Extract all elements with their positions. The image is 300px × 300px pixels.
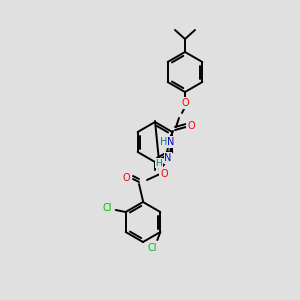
Text: Cl: Cl bbox=[103, 203, 112, 213]
Text: O: O bbox=[181, 98, 189, 108]
Text: N: N bbox=[167, 137, 175, 147]
Text: H: H bbox=[160, 137, 168, 147]
Text: O: O bbox=[160, 169, 168, 179]
Text: H: H bbox=[156, 158, 162, 167]
Text: O: O bbox=[187, 121, 195, 131]
Text: Cl: Cl bbox=[148, 243, 157, 253]
Text: N: N bbox=[164, 153, 172, 163]
Text: O: O bbox=[122, 173, 130, 183]
